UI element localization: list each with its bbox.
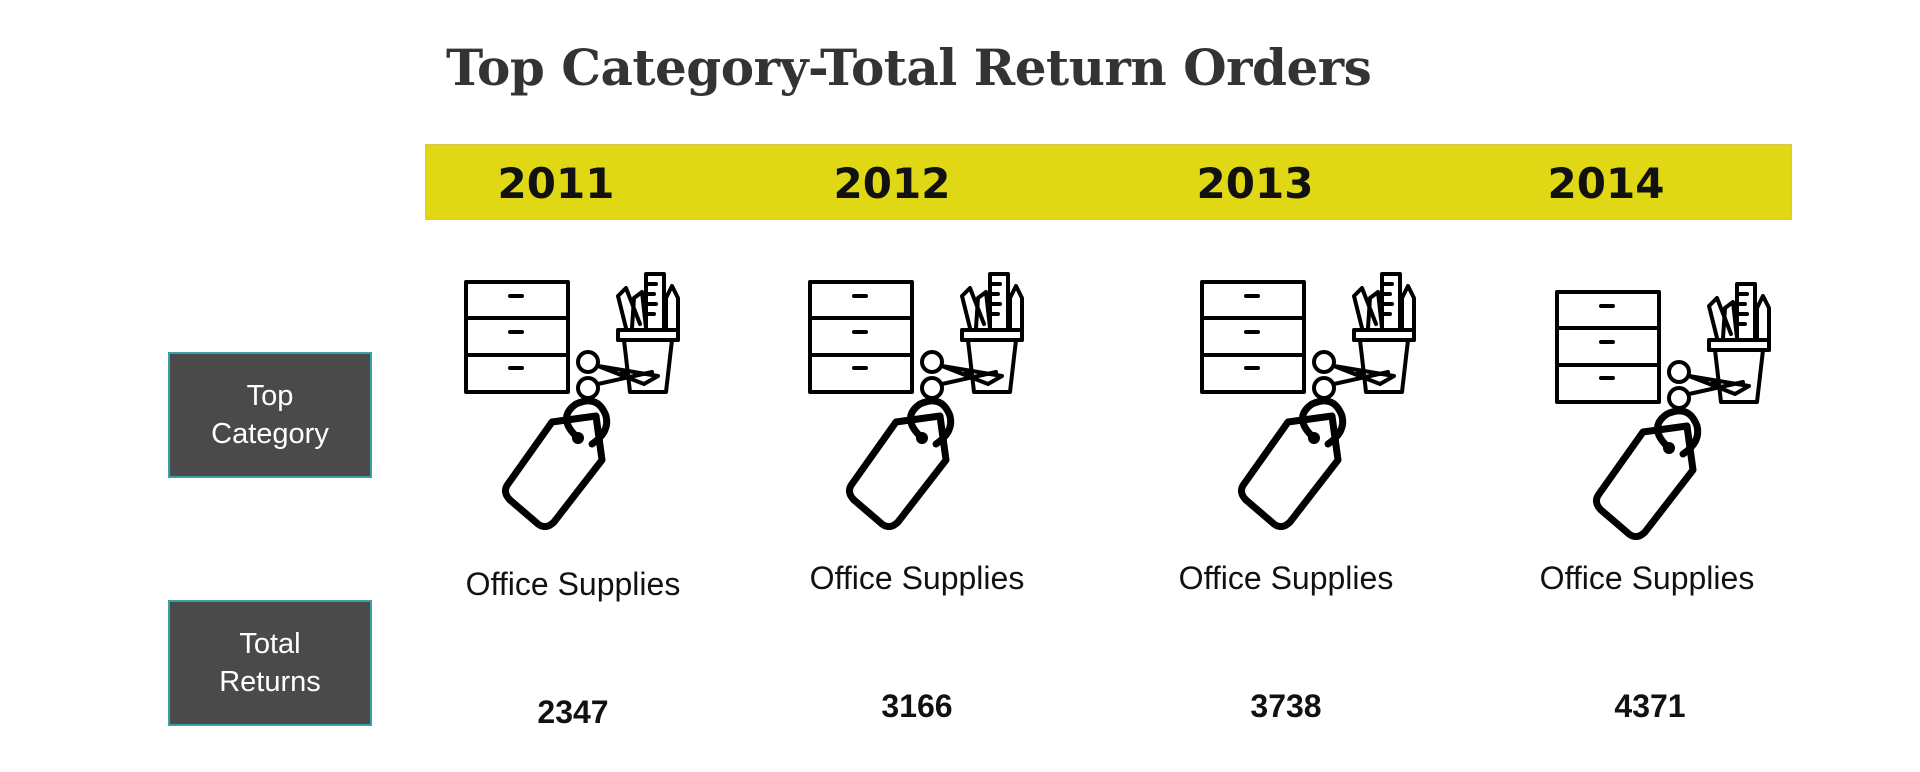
total-returns-2014: 4371 (1614, 688, 1686, 724)
category-name-2011: Office Supplies (465, 566, 681, 602)
year-2014: 2014 (1547, 159, 1665, 208)
office-supplies-icon (1196, 270, 1426, 530)
total-returns-label-line2: Returns (219, 666, 321, 698)
office-supplies-icon (1551, 280, 1781, 540)
year-2013: 2013 (1196, 159, 1314, 208)
total-returns-2012: 3166 (881, 688, 953, 724)
year-2011: 2011 (497, 159, 615, 208)
total-returns-label: Total Returns (168, 600, 372, 726)
year-header-band: 2011 2012 2013 2014 (425, 144, 1792, 220)
top-category-label: Top Category (168, 352, 372, 478)
office-supplies-icon (460, 270, 690, 530)
category-name-2014: Office Supplies (1539, 560, 1755, 596)
total-returns-2013: 3738 (1250, 688, 1322, 724)
page-title: Top Category-Total Return Orders (446, 38, 1372, 97)
top-category-label-line2: Category (211, 418, 329, 450)
total-returns-label-line1: Total (239, 628, 301, 660)
category-name-2013: Office Supplies (1178, 560, 1394, 596)
category-name-2012: Office Supplies (809, 560, 1025, 596)
year-2012: 2012 (833, 159, 951, 208)
office-supplies-icon (804, 270, 1034, 530)
total-returns-2011: 2347 (537, 694, 609, 730)
top-category-label-line1: Top (246, 380, 294, 412)
